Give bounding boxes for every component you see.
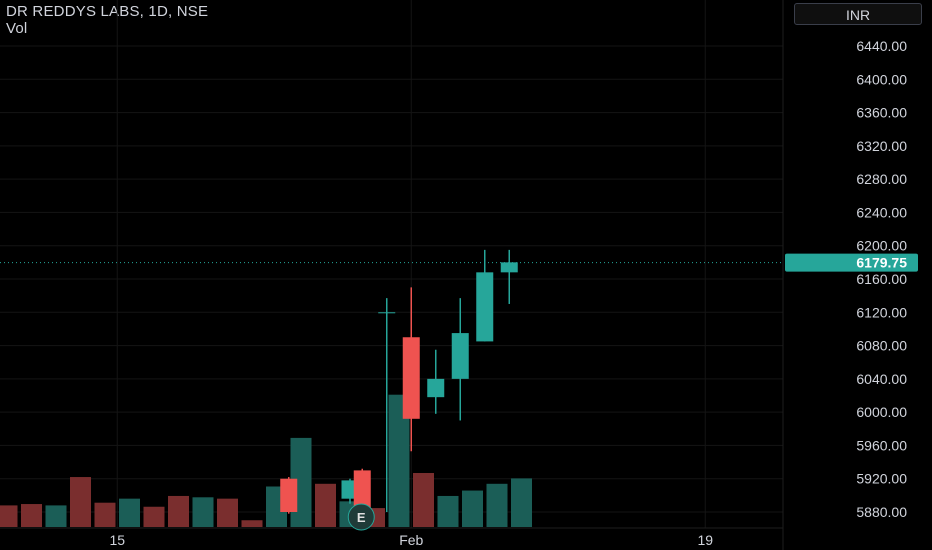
x-tick-label: 19 [697,532,713,548]
earnings-marker-label: E [357,510,366,525]
y-tick-label: 6200.00 [856,238,907,254]
currency-button[interactable]: INR [794,3,922,25]
volume-bar [462,490,483,527]
volume-bar [70,477,91,527]
candle-body [402,337,420,419]
y-tick-label: 6240.00 [856,204,907,220]
x-tick-label: 15 [109,532,125,548]
volume-bar [241,520,263,527]
volume-bar [168,495,189,527]
volume-bar [143,506,165,527]
x-tick-label: Feb [399,532,423,548]
y-tick-label: 6040.00 [856,371,907,387]
candle-body [451,333,469,379]
y-tick-label: 6120.00 [856,304,907,320]
volume-bar [413,473,434,527]
volume-bar [486,483,508,527]
y-tick-label: 6320.00 [856,138,907,154]
y-tick-label: 6280.00 [856,171,907,187]
volume-bar [119,498,140,527]
candle-body [476,272,494,342]
candle-body [353,470,371,511]
volume-bar [437,495,459,527]
y-tick-label: 6160.00 [856,271,907,287]
chart-header: DR REDDYS LABS, 1D, NSE Vol [6,3,208,37]
candle-body [500,262,518,273]
candle-body [280,478,298,512]
last-price-badge [785,253,918,272]
y-tick-label: 6080.00 [856,338,907,354]
earnings-marker[interactable] [347,503,375,531]
y-tick-label: 6440.00 [856,38,907,54]
y-tick-label: 5920.00 [856,471,907,487]
y-tick-label: 5960.00 [856,437,907,453]
candle-body [427,378,445,398]
volume-bar [45,505,67,527]
volume-bar [192,497,214,527]
y-tick-label: 5880.00 [856,504,907,520]
volume-bar [217,498,238,527]
y-tick-label: 6400.00 [856,71,907,87]
volume-bar [388,394,410,527]
volume-bar [94,502,116,527]
last-price-label: 6179.75 [856,255,907,271]
y-tick-label: 6360.00 [856,105,907,121]
y-tick-label: 6000.00 [856,404,907,420]
volume-bar [21,504,42,527]
candle-body [378,312,396,314]
volume-legend: Vol [6,20,28,37]
symbol-title: DR REDDYS LABS, 1D, NSE [6,3,209,20]
volume-bar [315,483,336,527]
volume-bar [0,505,18,527]
volume-bar [511,478,532,527]
